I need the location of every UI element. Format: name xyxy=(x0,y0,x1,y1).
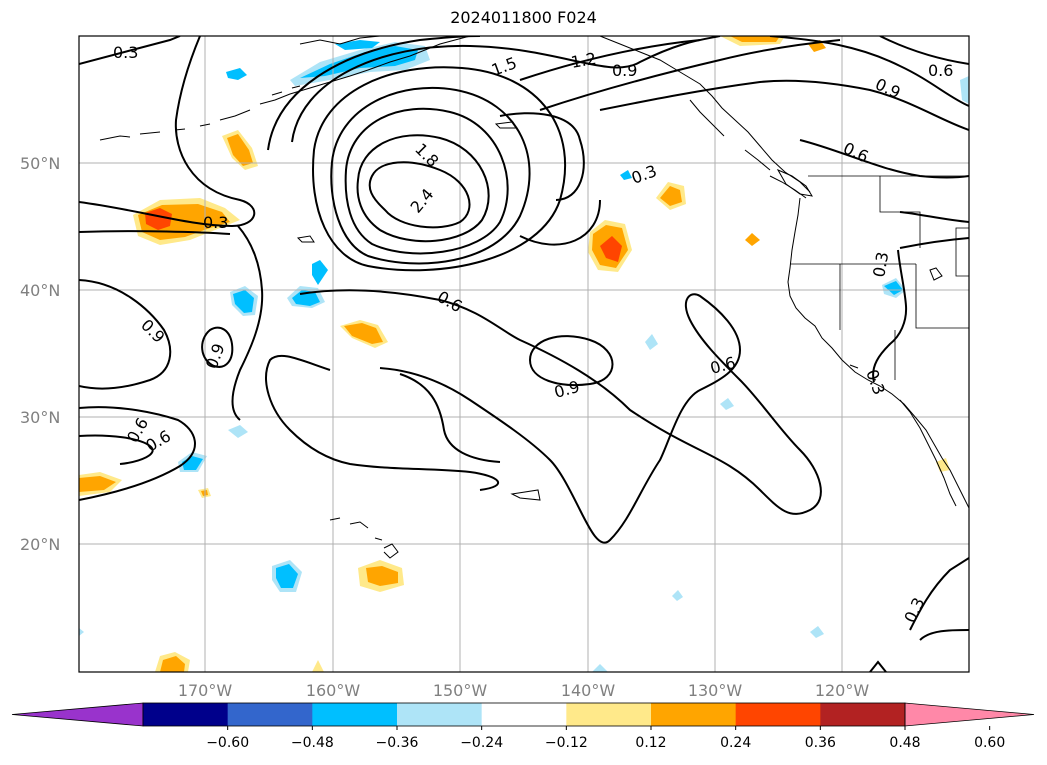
colorbar-frame xyxy=(142,702,906,727)
contour-label: 0.9 xyxy=(612,61,637,80)
colorbar-extend-high xyxy=(904,702,1035,727)
colorbar-extend-low xyxy=(11,702,144,727)
lon-label: 170°W xyxy=(178,681,233,700)
colorbar-segment xyxy=(397,703,483,726)
contour-labels: 0.3 0.3 1.5 1.2 0.9 0.6 0.9 1.8 2.4 0.6 … xyxy=(113,43,953,626)
colorbar-segment xyxy=(820,703,906,726)
lon-label: 150°W xyxy=(433,681,488,700)
contour-label: 0.3 xyxy=(629,161,659,188)
contour-label: 0.3 xyxy=(113,43,138,62)
lat-label: 20°N xyxy=(20,535,60,554)
contour-label: 0.9 xyxy=(137,315,168,346)
contour-label: 1.5 xyxy=(489,53,519,80)
contour-label: 0.6 xyxy=(434,287,466,316)
contour-label: 0.9 xyxy=(552,377,582,402)
colorbar-tick-label: 0.36 xyxy=(805,735,836,751)
coastlines xyxy=(99,36,969,559)
colorbar-segment xyxy=(227,703,313,726)
contour-label: 2.4 xyxy=(407,185,438,217)
colorbar-segment xyxy=(651,703,737,726)
lat-label: 30°N xyxy=(20,408,60,427)
contour-label: 0.3 xyxy=(900,595,928,626)
contour-label: 0.6 xyxy=(928,61,953,80)
colorbar: −0.60 −0.48 −0.36 −0.24 −0.12 0.12 0.24 0.36 0.4… xyxy=(11,702,1035,751)
map-frame xyxy=(78,35,970,673)
colorbar-tick-label: 0.12 xyxy=(635,735,666,751)
colorbar-tick-label: −0.12 xyxy=(545,735,588,751)
lon-label: 130°W xyxy=(688,681,743,700)
colorbar-segment xyxy=(143,703,229,726)
graticule xyxy=(79,36,969,672)
colorbar-tick-label: −0.60 xyxy=(206,735,249,751)
lat-label: 50°N xyxy=(20,154,60,173)
contour-label: 0.3 xyxy=(203,213,228,232)
lon-label: 140°W xyxy=(561,681,616,700)
contours xyxy=(79,36,969,672)
map-plot-area: 0.3 0.3 1.5 1.2 0.9 0.6 0.9 1.8 2.4 0.6 … xyxy=(79,36,969,672)
colorbar-tick-label: −0.48 xyxy=(291,735,334,751)
lon-label: 160°W xyxy=(306,681,361,700)
colorbar-tick-label: −0.36 xyxy=(376,735,419,751)
colorbar-tick-label: 0.60 xyxy=(974,735,1005,751)
contour-label: 0.3 xyxy=(869,250,892,278)
lat-label: 40°N xyxy=(20,281,60,300)
colorbar-segment xyxy=(566,703,652,726)
map-title: 2024011800 F024 xyxy=(450,8,597,27)
contour-label: 0.3 xyxy=(862,367,889,397)
colorbar-segment xyxy=(312,703,398,726)
latitude-labels: 50°N 40°N 30°N 20°N xyxy=(20,154,60,554)
longitude-labels: 170°W 160°W 150°W 140°W 130°W 120°W xyxy=(178,681,870,700)
colorbar-tick-label: 0.24 xyxy=(720,735,751,751)
colorbar-segment xyxy=(735,703,821,726)
colorbar-tick-label: −0.24 xyxy=(460,735,503,751)
contour-label: 1.2 xyxy=(569,49,597,72)
lon-label: 120°W xyxy=(815,681,870,700)
colorbar-tick-label: 0.48 xyxy=(889,735,920,751)
colorbar-segment xyxy=(481,703,567,726)
contour-label: 1.8 xyxy=(411,139,442,170)
